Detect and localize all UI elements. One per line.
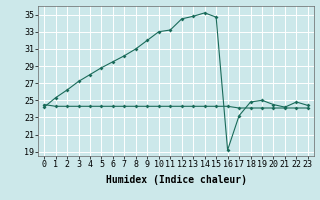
X-axis label: Humidex (Indice chaleur): Humidex (Indice chaleur) <box>106 175 246 185</box>
